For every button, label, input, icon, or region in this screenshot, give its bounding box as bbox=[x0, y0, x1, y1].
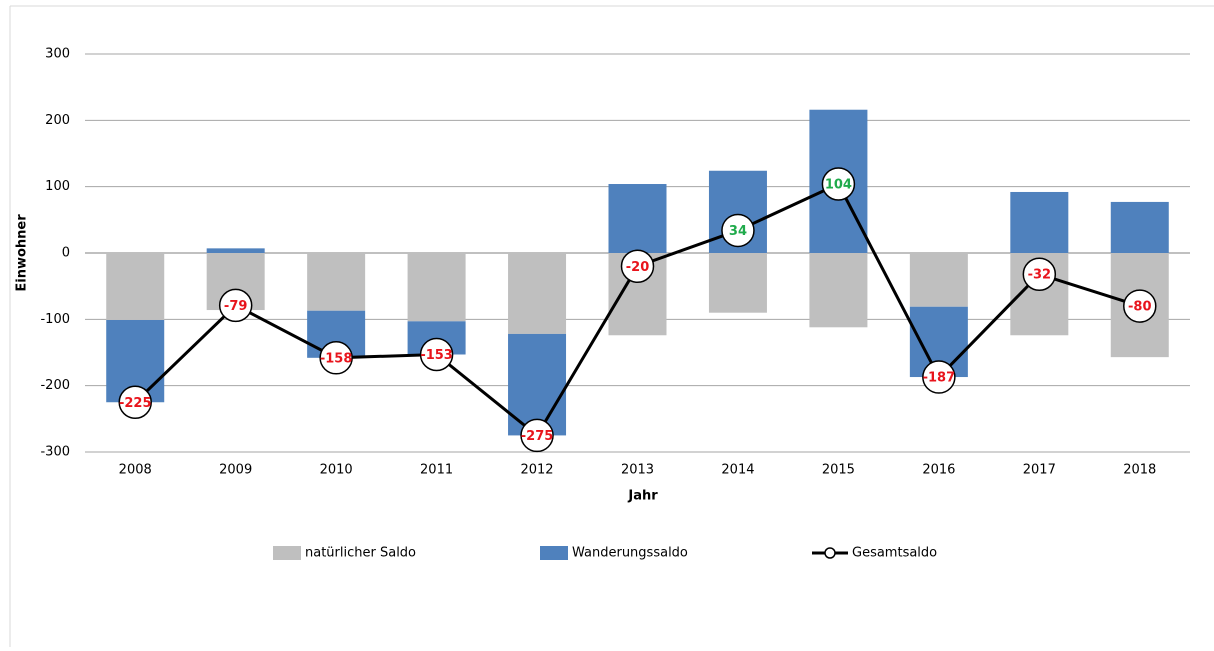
line-marker bbox=[419, 337, 454, 372]
line-marker bbox=[218, 288, 253, 323]
x-tick-label: 2014 bbox=[721, 463, 754, 478]
line-marker bbox=[1123, 289, 1157, 323]
bar bbox=[608, 184, 667, 253]
data-label: -158 bbox=[320, 351, 353, 366]
data-label: -275 bbox=[521, 429, 554, 444]
y-tick-label: 300 bbox=[45, 47, 70, 62]
bar bbox=[809, 253, 868, 328]
data-label: -225 bbox=[119, 396, 152, 411]
data-label: 34 bbox=[729, 224, 747, 239]
x-tick-label: 2016 bbox=[922, 463, 955, 478]
bar bbox=[1010, 191, 1069, 253]
legend-label: Wanderungssaldo bbox=[572, 546, 688, 561]
legend-label: Gesamtsaldo bbox=[852, 546, 937, 561]
line-marker bbox=[319, 341, 353, 375]
line-marker bbox=[821, 167, 856, 201]
bar bbox=[909, 253, 968, 307]
y-tick-label: 100 bbox=[45, 179, 70, 194]
x-tick-label: 2017 bbox=[1023, 463, 1056, 478]
bar bbox=[106, 253, 165, 320]
y-axis-label: Einwohner bbox=[15, 214, 30, 292]
x-tick-label: 2015 bbox=[822, 463, 855, 478]
x-tick-label: 2013 bbox=[621, 463, 654, 478]
data-label: -153 bbox=[420, 348, 453, 363]
bar bbox=[307, 253, 366, 311]
y-tick-label: -300 bbox=[40, 445, 70, 460]
y-tick-label: -100 bbox=[40, 312, 70, 327]
legend-label: natürlicher Saldo bbox=[305, 546, 416, 561]
x-tick-label: 2012 bbox=[520, 463, 553, 478]
bar bbox=[1110, 201, 1169, 253]
data-label: -80 bbox=[1128, 300, 1152, 315]
line-marker bbox=[922, 360, 956, 394]
bar bbox=[708, 253, 767, 313]
line-marker bbox=[520, 418, 554, 453]
bar bbox=[508, 253, 567, 334]
x-tick-label: 2009 bbox=[219, 463, 252, 478]
x-tick-label: 2008 bbox=[119, 463, 152, 478]
y-tick-label: 200 bbox=[45, 113, 70, 128]
bar bbox=[407, 253, 466, 322]
x-tick-label: 2011 bbox=[420, 463, 453, 478]
data-label: -20 bbox=[626, 260, 650, 275]
data-label: -187 bbox=[923, 371, 956, 386]
line-marker bbox=[1022, 257, 1057, 291]
legend-swatch bbox=[273, 546, 301, 560]
legend-swatch bbox=[540, 546, 568, 560]
y-tick-label: -200 bbox=[40, 378, 70, 393]
x-tick-label: 2018 bbox=[1123, 463, 1156, 478]
bar bbox=[206, 248, 265, 253]
data-label: -79 bbox=[224, 299, 248, 314]
line-marker bbox=[620, 249, 655, 284]
data-label: 104 bbox=[825, 178, 852, 193]
line-marker bbox=[721, 213, 755, 248]
x-axis-label: Jahr bbox=[627, 489, 658, 504]
line-marker bbox=[118, 385, 152, 419]
legend-marker bbox=[824, 547, 836, 559]
data-label: -32 bbox=[1028, 268, 1052, 283]
y-tick-label: 0 bbox=[62, 246, 70, 261]
x-tick-label: 2010 bbox=[320, 463, 353, 478]
